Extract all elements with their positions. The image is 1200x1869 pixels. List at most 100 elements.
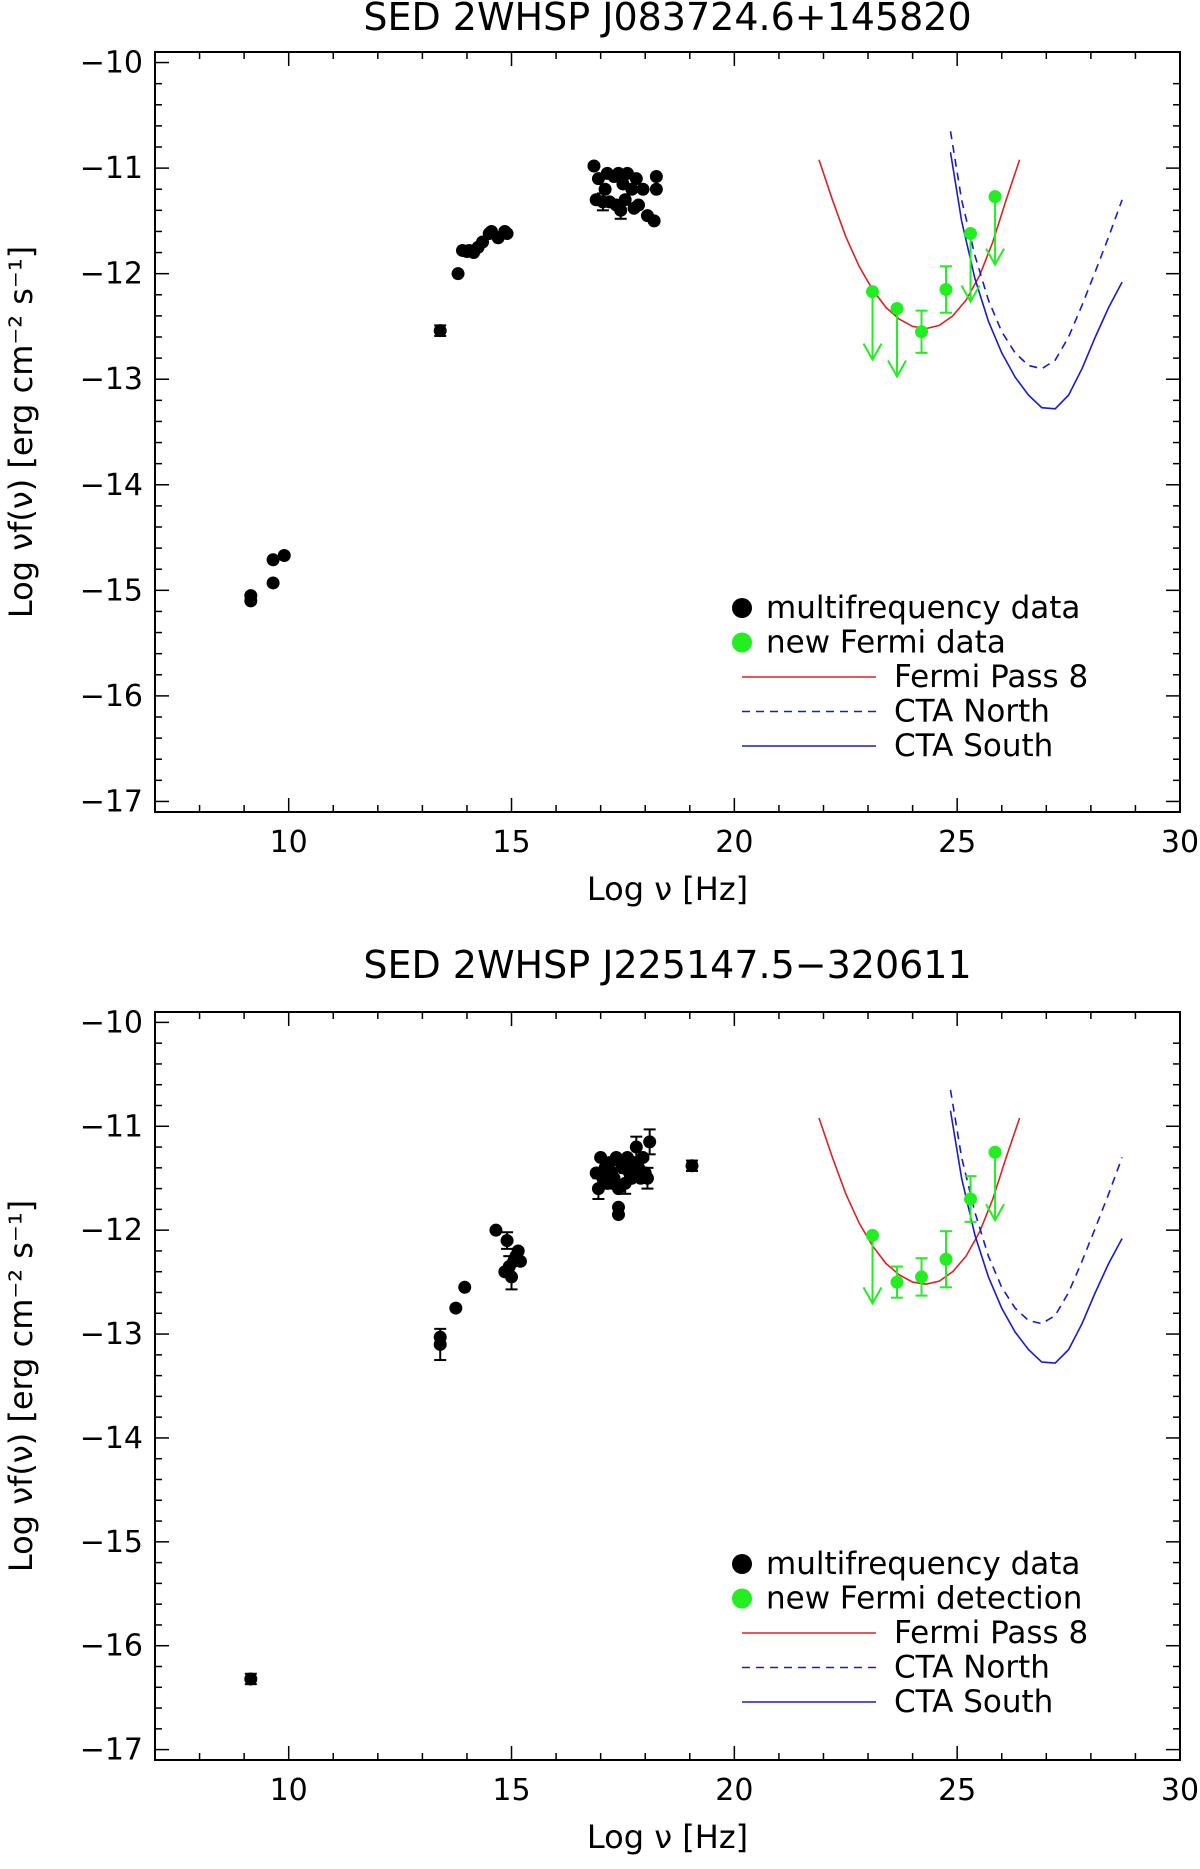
y-tick-label: −10 — [80, 46, 143, 81]
y-tick-label: −11 — [80, 151, 143, 186]
data-point — [939, 283, 953, 296]
x-tick-label: 10 — [270, 1773, 308, 1808]
legend-label: CTA South — [894, 728, 1053, 764]
series-line-cta-north — [949, 131, 1123, 370]
x-tick-label: 20 — [715, 825, 753, 860]
y-tick-label: −15 — [80, 573, 143, 608]
x-axis-label: Log ν [Hz] — [587, 1818, 748, 1856]
data-point — [964, 227, 978, 241]
data-point — [433, 324, 447, 338]
y-tick-label: −13 — [80, 362, 143, 397]
upper-limit-arrowhead — [887, 360, 907, 379]
data-point — [433, 1337, 447, 1351]
data-point — [607, 1171, 621, 1185]
x-tick-label: 30 — [1161, 825, 1199, 860]
data-point — [939, 1252, 953, 1266]
data-point — [636, 1150, 650, 1164]
legend-label: Fermi Pass 8 — [894, 659, 1088, 695]
data-point — [266, 576, 280, 590]
upper-limit-arrowhead — [985, 248, 1005, 267]
upper-limit-arrowhead — [862, 343, 883, 362]
x-tick-label: 25 — [938, 825, 976, 860]
chart-title: SED 2WHSP J225147.5−320611 — [363, 943, 971, 987]
upper-limit-arrowhead — [862, 1286, 883, 1306]
data-point — [458, 1280, 472, 1294]
data-point — [988, 190, 1002, 204]
data-point — [244, 1672, 258, 1686]
data-point — [640, 1171, 654, 1185]
legend-label: Fermi Pass 8 — [894, 1615, 1088, 1651]
data-point — [625, 1171, 639, 1185]
data-point — [513, 1254, 527, 1268]
series-line-cta-north — [949, 1089, 1123, 1325]
data-point — [266, 553, 280, 567]
legend-marker — [732, 1588, 752, 1609]
data-point — [866, 285, 879, 299]
data-point — [511, 1244, 525, 1258]
data-point — [649, 182, 663, 196]
upper-limit-arrowhead — [960, 285, 981, 304]
data-point — [489, 1223, 503, 1237]
x-tick-label: 15 — [492, 1773, 530, 1808]
data-point — [598, 182, 612, 196]
chart-title: SED 2WHSP J083724.6+145820 — [363, 0, 971, 39]
plot-frame — [154, 51, 1181, 813]
data-point — [625, 182, 639, 196]
y-tick-label: −11 — [80, 1109, 143, 1144]
legend-marker — [732, 1554, 752, 1574]
data-point — [611, 1208, 625, 1222]
data-point — [915, 325, 929, 339]
y-tick-label: −16 — [80, 679, 143, 714]
y-axis-label: Log νf(ν) [erg cm⁻² s⁻¹] — [2, 1200, 40, 1572]
series-line-fermi-pass-8 — [818, 1117, 1021, 1286]
legend-label: new Fermi data — [766, 625, 1006, 661]
data-point — [964, 1192, 978, 1206]
x-tick-label: 15 — [492, 825, 530, 860]
data-point — [636, 182, 650, 196]
data-point — [632, 198, 646, 212]
series-line-fermi-pass-8 — [818, 159, 1021, 330]
series-line-cta-south — [949, 1110, 1123, 1364]
data-point — [649, 170, 663, 184]
x-tick-label: 20 — [715, 1773, 753, 1808]
data-point — [587, 159, 601, 173]
y-axis-label: Log νf(ν) [erg cm⁻² s⁻¹] — [2, 246, 40, 618]
x-tick-label: 10 — [270, 825, 308, 860]
data-point — [890, 1275, 904, 1289]
y-tick-label: −17 — [80, 1733, 143, 1768]
data-point — [611, 166, 625, 180]
x-axis-label: Log ν [Hz] — [587, 870, 748, 908]
data-point — [505, 1270, 519, 1284]
y-tick-label: −14 — [80, 1421, 143, 1456]
y-tick-label: −16 — [80, 1629, 143, 1664]
legend-label: new Fermi detection — [766, 1581, 1082, 1617]
legend-label: multifrequency data — [766, 1546, 1080, 1582]
panel-1: SED 2WHSP J083724.6+145820 10 15 20 25 30 −10 −… — [2, 0, 1199, 908]
panel-2: SED 2WHSP J225147.5−320611 10 15 20 25 30 −10 −… — [2, 943, 1199, 1856]
y-tick-label: −10 — [80, 1005, 143, 1040]
x-tick-label: 25 — [938, 1773, 976, 1808]
data-point — [500, 1234, 514, 1248]
data-point — [866, 1228, 879, 1242]
data-point — [618, 193, 632, 207]
data-point — [988, 1145, 1002, 1159]
legend-label: CTA North — [894, 1650, 1050, 1686]
y-tick-label: −17 — [80, 784, 143, 819]
series-line-cta-south — [949, 152, 1123, 410]
y-tick-label: −15 — [80, 1525, 143, 1560]
data-point — [500, 227, 514, 241]
data-point — [643, 1135, 657, 1149]
legend-marker — [732, 632, 752, 653]
y-tick-label: −12 — [80, 257, 143, 292]
legend-label: CTA South — [894, 1684, 1053, 1720]
data-point — [647, 214, 661, 228]
legend-label: CTA North — [894, 694, 1050, 730]
data-point — [277, 549, 291, 562]
y-tick-label: −14 — [80, 468, 143, 503]
data-point — [629, 1140, 643, 1154]
upper-limit-arrowhead — [985, 1203, 1005, 1223]
legend-marker — [732, 598, 752, 618]
data-point — [629, 172, 643, 186]
data-point — [685, 1159, 699, 1173]
